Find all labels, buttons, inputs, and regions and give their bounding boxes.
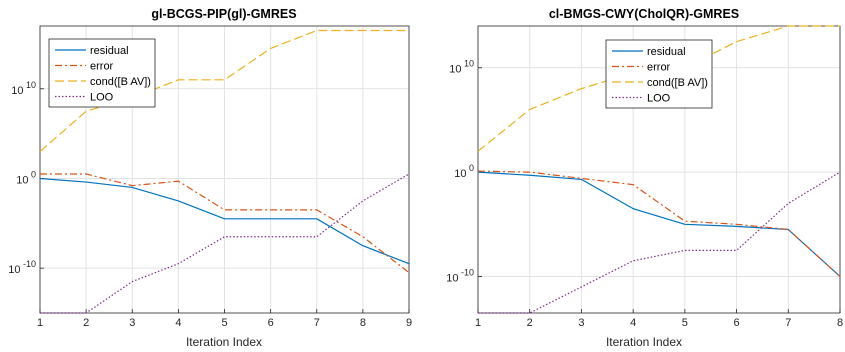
y-tick-label: 10 10 — [449, 59, 474, 76]
x-tick-label: 6 — [734, 317, 740, 329]
y-tick-label: 10 10 — [11, 80, 36, 97]
legend-label: residual — [647, 46, 686, 58]
x-tick-label: 2 — [527, 317, 533, 329]
left-chart-panel: gl-BCGS-PIP(gl)-GMRES Iteration Index 1 2… — [8, 7, 412, 349]
left-chart-title: gl-BCGS-PIP(gl)-GMRES — [151, 7, 296, 21]
left-series-residual-line — [39, 177, 410, 265]
legend-label: LOO — [647, 93, 671, 105]
legend-label: error — [647, 62, 671, 74]
legend-label: LOO — [90, 92, 114, 104]
legend-label: cond([B AV]) — [90, 76, 151, 88]
left-series-cond-b-av-line — [39, 29, 409, 153]
x-tick-label: 8 — [837, 317, 843, 329]
right-chart-title: cl-BMGS-CWY(CholQR)-GMRES — [549, 7, 739, 21]
left-series-loo-line — [40, 173, 410, 314]
right-legend: residual error cond([B AV]) LOO — [605, 39, 713, 109]
y-tick-label: 10 -10 — [8, 259, 36, 276]
x-tick-label: 6 — [268, 317, 274, 329]
legend-label: residual — [90, 45, 129, 57]
right-series-loo-line — [478, 171, 841, 314]
x-tick-label: 4 — [175, 317, 181, 329]
y-tick-label: 10 0 — [16, 169, 36, 186]
x-tick-label: 7 — [314, 317, 320, 329]
x-tick-label: 2 — [83, 317, 89, 329]
right-axes-box — [477, 25, 841, 314]
x-tick-label: 7 — [785, 317, 791, 329]
x-tick-label: 5 — [221, 317, 227, 329]
x-tick-label: 1 — [475, 317, 481, 329]
x-tick-label: 4 — [630, 317, 636, 329]
left-legend: residual error cond([B AV]) LOO — [48, 38, 156, 108]
legend-label: cond([B AV]) — [647, 77, 708, 89]
x-tick-label: 3 — [578, 317, 584, 329]
left-x-axis-label: Iteration Index — [186, 335, 262, 349]
x-tick-label: 3 — [129, 317, 135, 329]
left-series-error-line — [40, 173, 410, 274]
right-x-axis-label: Iteration Index — [606, 335, 682, 349]
x-tick-label: 8 — [360, 317, 366, 329]
legend-label: error — [90, 61, 114, 73]
x-tick-label: 1 — [37, 317, 43, 329]
right-series-residual-line — [477, 171, 841, 277]
x-tick-label: 5 — [682, 317, 688, 329]
right-chart-panel: cl-BMGS-CWY(CholQR)-GMRES Iteration Inde… — [446, 7, 843, 349]
x-tick-label: 9 — [406, 317, 412, 329]
y-tick-label: 10 -10 — [446, 267, 474, 284]
y-tick-label: 10 0 — [454, 163, 474, 180]
right-series-error-line — [477, 170, 841, 277]
